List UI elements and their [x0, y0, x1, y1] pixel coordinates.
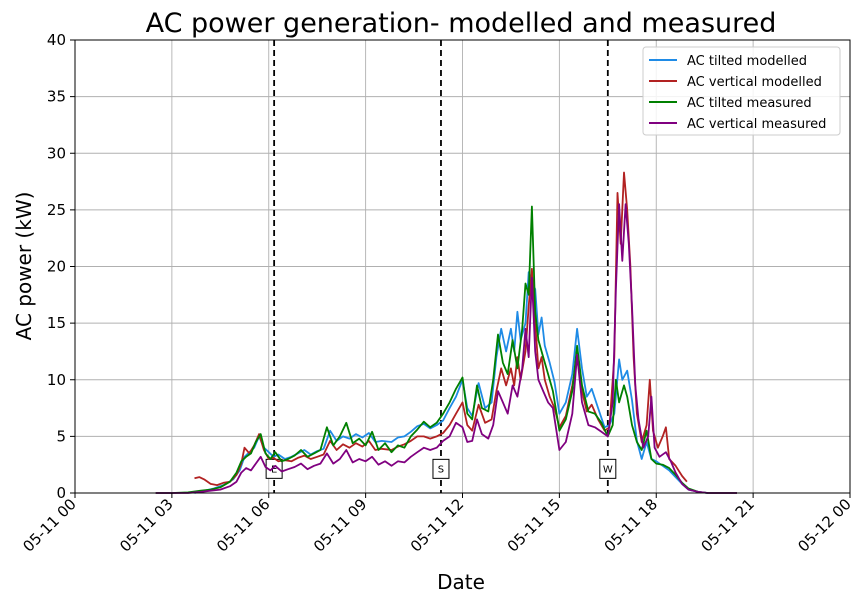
- legend-label: AC vertical measured: [687, 117, 826, 132]
- marker-label-W: W: [603, 464, 613, 475]
- y-tick-label: 25: [47, 201, 66, 219]
- x-axis-label: Date: [437, 570, 485, 594]
- y-tick-label: 30: [47, 144, 66, 162]
- y-tick-label: 5: [56, 427, 66, 445]
- y-tick-label: 40: [47, 31, 66, 49]
- y-tick-label: 0: [56, 484, 66, 502]
- y-tick-label: 15: [47, 314, 66, 332]
- marker-box-W: [599, 458, 617, 479]
- chart-title: AC power generation- modelled and measur…: [146, 8, 777, 39]
- legend-label: AC tilted modelled: [687, 54, 807, 69]
- y-axis-label: AC power (kW): [12, 192, 36, 341]
- series-lines: [155, 171, 737, 494]
- legend-box: [642, 46, 841, 136]
- series-line-3: [155, 203, 737, 494]
- y-tick-label: 35: [47, 88, 66, 106]
- series-line-1: [194, 171, 688, 486]
- y-tick-label: 20: [47, 258, 66, 276]
- legend: AC tilted modelled AC vertical modelled AC…: [642, 46, 841, 136]
- marker-label-E: E: [271, 464, 277, 475]
- y-tick-label: 10: [47, 371, 66, 389]
- legend-label: AC tilted measured: [687, 96, 812, 111]
- series-line-2: [155, 205, 737, 494]
- y-axis-ticks: 0 5 10 15 20 25 30 35 40: [47, 31, 75, 502]
- marker-box-S: [432, 458, 450, 479]
- legend-label: AC vertical modelled: [687, 75, 822, 90]
- marker-label-S: S: [438, 464, 444, 475]
